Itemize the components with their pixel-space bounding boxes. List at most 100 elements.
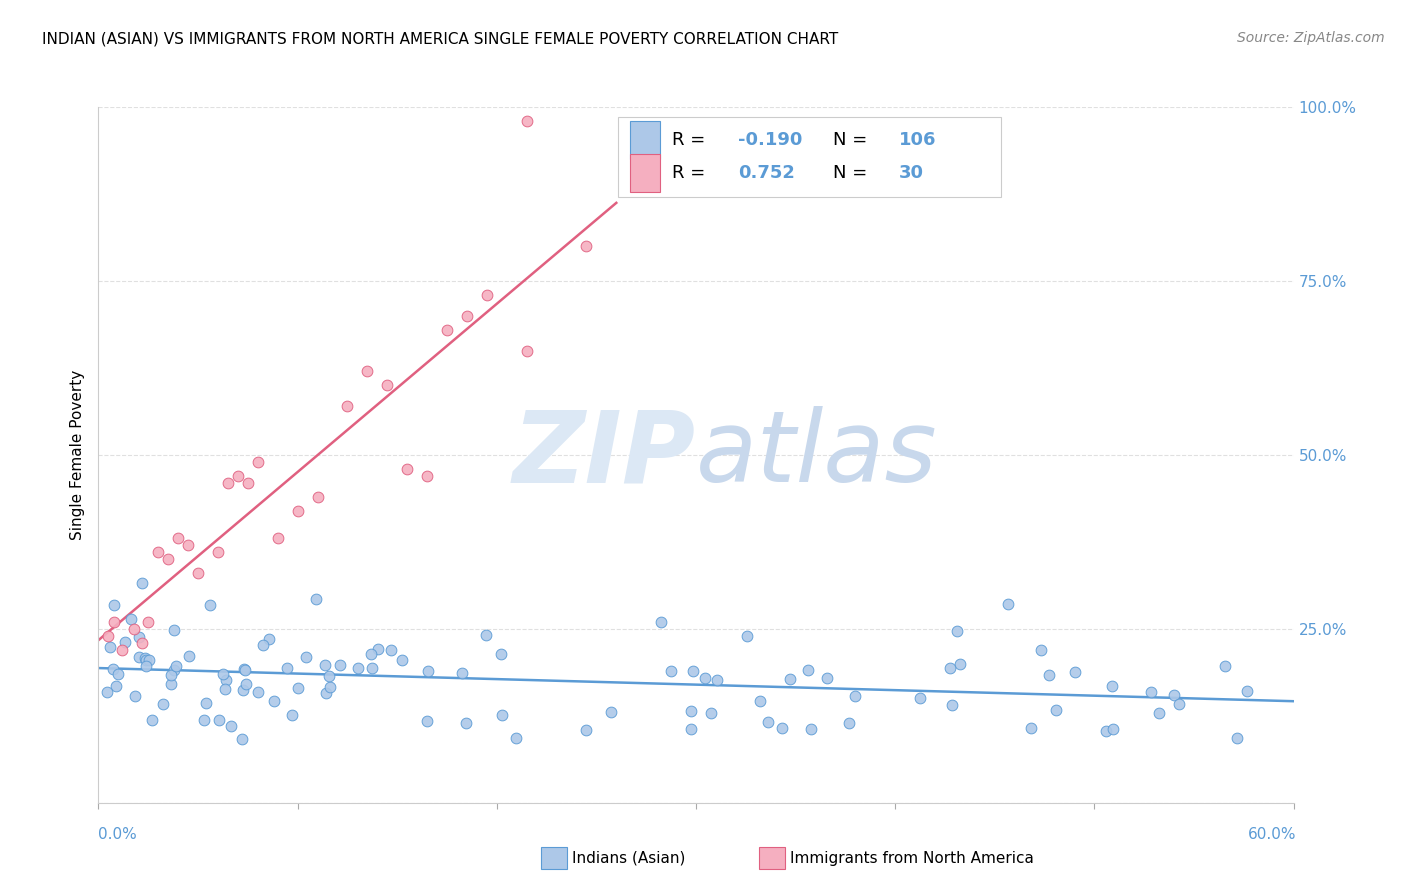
Point	[114, 635, 136, 649]
Text: Immigrants from North America: Immigrants from North America	[790, 851, 1033, 865]
Point	[318, 669, 340, 683]
Point	[134, 653, 156, 667]
Point	[360, 661, 382, 675]
Point	[329, 658, 352, 673]
Point	[661, 664, 683, 678]
Point	[96, 685, 118, 699]
Point	[235, 677, 257, 691]
Point	[336, 399, 359, 413]
Point	[177, 649, 200, 664]
Point	[124, 690, 146, 704]
Text: 30: 30	[900, 164, 924, 182]
Point	[650, 615, 672, 629]
Point	[838, 716, 860, 731]
Point	[105, 679, 128, 693]
Point	[941, 698, 963, 712]
Text: 60.0%: 60.0%	[1249, 827, 1296, 841]
Point	[131, 576, 153, 591]
Point	[198, 599, 221, 613]
Point	[1019, 721, 1042, 735]
Point	[475, 288, 498, 302]
Y-axis label: Single Female Poverty: Single Female Poverty	[69, 370, 84, 540]
Point	[319, 680, 342, 694]
Point	[682, 665, 704, 679]
Point	[436, 323, 458, 337]
Point	[232, 662, 254, 676]
Point	[575, 239, 598, 253]
Point	[1139, 685, 1161, 699]
Point	[281, 707, 304, 722]
Point	[307, 490, 329, 504]
Point	[287, 503, 309, 517]
Point	[815, 671, 838, 685]
Point	[679, 723, 702, 737]
Point	[252, 639, 274, 653]
Point	[375, 378, 398, 392]
Point	[779, 672, 801, 686]
Point	[100, 640, 122, 654]
Point	[124, 622, 146, 636]
Point	[226, 468, 249, 483]
Point	[396, 462, 419, 476]
Point	[1045, 703, 1067, 717]
Point	[748, 694, 770, 708]
Point	[505, 731, 527, 745]
Point	[693, 671, 716, 685]
Point	[111, 642, 134, 657]
Point	[416, 468, 439, 483]
Point	[295, 649, 318, 664]
Point	[475, 628, 498, 642]
Point	[103, 662, 125, 676]
Point	[103, 598, 125, 612]
Point	[756, 715, 779, 730]
Text: atlas: atlas	[696, 407, 938, 503]
Point	[456, 309, 478, 323]
Text: N =: N =	[834, 131, 873, 149]
Point	[207, 545, 229, 559]
Point	[287, 681, 309, 695]
Point	[908, 691, 931, 706]
Point	[135, 659, 157, 673]
Text: 106: 106	[900, 131, 936, 149]
Point	[800, 723, 823, 737]
Point	[1236, 683, 1258, 698]
Point	[600, 706, 623, 720]
Point	[131, 636, 153, 650]
Point	[1102, 722, 1125, 736]
Point	[314, 657, 336, 672]
Point	[1031, 642, 1053, 657]
Point	[1226, 731, 1249, 745]
Point	[949, 657, 972, 671]
Point	[160, 668, 183, 682]
Point	[148, 545, 170, 559]
Point	[360, 647, 382, 661]
Point	[418, 664, 440, 678]
Text: R =: R =	[672, 131, 711, 149]
Point	[163, 623, 186, 637]
Point	[217, 475, 239, 490]
Point	[391, 652, 413, 666]
Point	[575, 723, 598, 737]
Point	[128, 650, 150, 665]
Point	[136, 615, 159, 629]
Point	[450, 666, 472, 681]
Text: -0.190: -0.190	[738, 131, 803, 149]
Point	[97, 629, 120, 643]
Point	[491, 708, 513, 723]
Point	[120, 612, 142, 626]
Bar	[630, 121, 661, 159]
Point	[276, 660, 298, 674]
Point	[215, 673, 238, 687]
Point	[516, 343, 538, 358]
Point	[946, 624, 969, 639]
Point	[187, 566, 209, 581]
Text: Indians (Asian): Indians (Asian)	[572, 851, 686, 865]
Point	[152, 697, 174, 711]
Point	[1215, 659, 1237, 673]
Point	[1095, 723, 1118, 738]
Point	[737, 629, 759, 643]
Text: N =: N =	[834, 164, 873, 182]
FancyBboxPatch shape	[619, 118, 1001, 197]
Point	[489, 647, 512, 661]
Point	[167, 532, 190, 546]
